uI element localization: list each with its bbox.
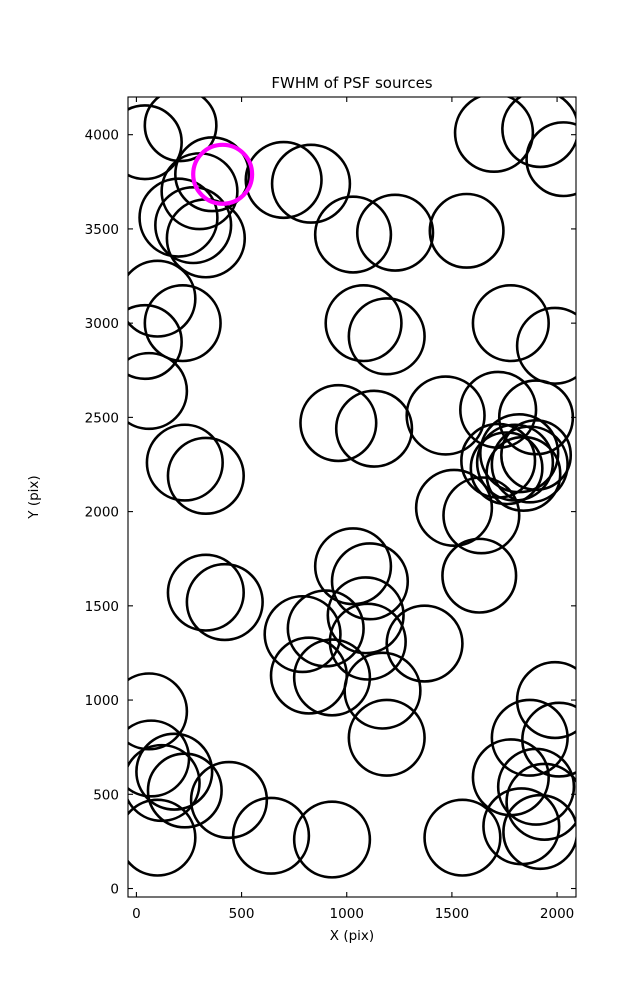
psf-source-circle (385, 604, 464, 683)
psf-source-circle (166, 436, 245, 515)
psf-source-circle (505, 762, 576, 841)
psf-source-circle (405, 375, 486, 456)
psf-source-circle (471, 283, 550, 363)
y-tick-label: 4000 (85, 128, 119, 144)
psf-source-circle (135, 732, 214, 811)
psf-source-circle (479, 412, 560, 494)
psf-source-circle (143, 283, 222, 363)
psf-source-circle (428, 192, 505, 269)
psf-source-circle (128, 104, 183, 181)
psf-source-circle (128, 259, 197, 338)
psf-source-circle (355, 193, 435, 272)
psf-source-circle (154, 185, 233, 265)
psf-source-circle (441, 537, 518, 614)
y-tick-label: 1000 (85, 693, 119, 709)
psf-source-circle (347, 297, 426, 376)
psf-source-circle (469, 431, 544, 506)
psf-source-circle (521, 701, 576, 778)
psf-source-circle (146, 752, 223, 829)
x-axis-label: X (pix) (330, 928, 374, 944)
x-tick-label: 1500 (435, 906, 469, 922)
y-tick-label: 1500 (85, 599, 119, 615)
psf-source-circle (347, 698, 426, 777)
x-tick-label: 0 (132, 906, 141, 922)
psf-source-circle (185, 562, 264, 642)
y-axis-label: Y (pix) (26, 475, 42, 519)
psf-source-circle (138, 177, 219, 258)
psf-source-circle (442, 476, 521, 555)
psf-source-circle (270, 143, 352, 224)
y-tick-label: 500 (93, 787, 119, 803)
psf-source-circle (423, 798, 502, 877)
psf-source-circle (313, 195, 393, 274)
psf-source-highlight (191, 142, 255, 206)
psf-source-circle (174, 136, 251, 213)
psf-source-circle (343, 651, 422, 730)
psf-source-circle (166, 553, 245, 632)
psf-source-circle (500, 419, 573, 492)
psf-source-circle (515, 660, 576, 740)
psf-source-circle (292, 800, 372, 879)
psf-source-circle (145, 423, 224, 502)
y-tick-label: 2000 (85, 505, 119, 521)
axes-frame (127, 96, 577, 898)
psf-source-circle (231, 796, 311, 875)
psf-source-circle (128, 672, 189, 751)
psf-source-circle (328, 602, 407, 681)
psf-source-circle (414, 468, 494, 547)
x-tick-label: 2000 (540, 906, 574, 922)
psf-source-circle (128, 743, 201, 823)
psf-source-circle (490, 698, 569, 777)
psf-source-circle (453, 97, 535, 174)
psf-source-circle (299, 383, 378, 463)
psf-source-circle (263, 594, 342, 674)
psf-source-circle (128, 798, 197, 877)
psf-source-circle (324, 283, 403, 363)
y-tick-label: 2500 (85, 410, 119, 426)
psf-source-circle (244, 140, 323, 220)
psf-source-circle (128, 303, 183, 381)
psf-source-circle (143, 97, 218, 163)
axis-ticks-layer: 0 500 1000 1500 2000 0 500 1000 1500 2000 2500 3000… (85, 97, 576, 922)
psf-source-circle (490, 425, 569, 504)
psf-source-circle (189, 760, 269, 840)
psf-source-circle (502, 793, 576, 871)
psf-source-circle (525, 121, 576, 198)
page-title: FWHM of PSF sources (271, 74, 432, 92)
psf-source-circle (326, 576, 405, 655)
psf-source-circle (128, 351, 189, 431)
psf-source-circle (286, 589, 365, 668)
x-tick-label: 500 (229, 906, 255, 922)
psf-source-circle (292, 638, 372, 717)
x-tick-label: 1000 (330, 906, 364, 922)
psf-source-circle (330, 542, 410, 621)
psf-source-circle (496, 747, 576, 826)
psf-source-circle (334, 389, 414, 468)
y-tick-label: 0 (110, 882, 119, 898)
psf-source-circle (501, 97, 576, 169)
y-tick-label: 3000 (85, 316, 119, 332)
y-tick-label: 3500 (85, 222, 119, 238)
psf-source-circle (515, 306, 576, 385)
